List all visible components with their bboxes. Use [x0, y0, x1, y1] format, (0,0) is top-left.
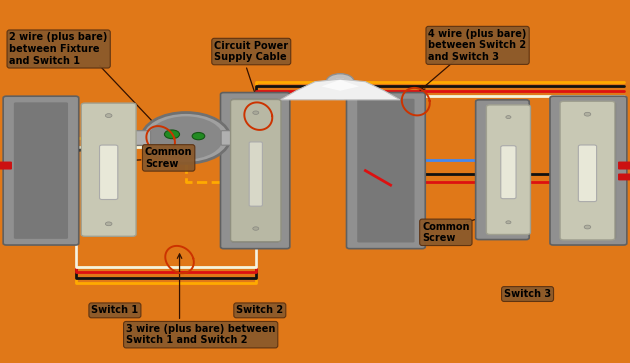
FancyBboxPatch shape [221, 131, 239, 145]
FancyBboxPatch shape [231, 99, 279, 242]
FancyBboxPatch shape [560, 101, 615, 240]
FancyBboxPatch shape [578, 145, 597, 201]
Text: Switch 3: Switch 3 [504, 289, 551, 299]
FancyBboxPatch shape [249, 142, 262, 206]
FancyBboxPatch shape [501, 146, 516, 199]
Circle shape [149, 116, 223, 160]
Text: Switch 2: Switch 2 [236, 305, 284, 315]
Polygon shape [280, 79, 400, 100]
Circle shape [164, 130, 180, 139]
Bar [336, 78, 344, 100]
Circle shape [105, 114, 112, 118]
FancyBboxPatch shape [476, 100, 529, 240]
Circle shape [584, 225, 591, 229]
Circle shape [192, 132, 205, 140]
Text: Circuit Power
Supply Cable: Circuit Power Supply Cable [214, 41, 289, 62]
Circle shape [253, 227, 259, 230]
Text: 4 wire (plus bare)
between Switch 2
and Switch 3: 4 wire (plus bare) between Switch 2 and … [428, 29, 527, 62]
FancyBboxPatch shape [0, 162, 12, 170]
FancyBboxPatch shape [81, 103, 136, 236]
Text: 3 wire (plus bare) between
Switch 1 and Switch 2: 3 wire (plus bare) between Switch 1 and … [126, 324, 275, 346]
FancyBboxPatch shape [133, 131, 151, 145]
FancyBboxPatch shape [618, 162, 630, 170]
Polygon shape [321, 80, 359, 91]
Text: Switch 1: Switch 1 [91, 305, 139, 315]
FancyBboxPatch shape [357, 99, 415, 242]
Circle shape [253, 111, 259, 114]
FancyBboxPatch shape [486, 106, 518, 233]
FancyBboxPatch shape [3, 96, 79, 245]
Circle shape [506, 221, 511, 224]
FancyBboxPatch shape [486, 105, 530, 234]
Circle shape [105, 222, 112, 226]
Circle shape [142, 113, 230, 163]
Circle shape [506, 116, 511, 119]
Text: Common
Screw: Common Screw [145, 147, 192, 169]
FancyBboxPatch shape [618, 174, 630, 180]
Text: Common
Screw: Common Screw [422, 221, 469, 243]
Text: 2 wire (plus bare)
between Fixture
and Switch 1: 2 wire (plus bare) between Fixture and S… [9, 32, 108, 66]
FancyBboxPatch shape [100, 145, 118, 200]
FancyBboxPatch shape [346, 93, 425, 249]
FancyBboxPatch shape [231, 99, 281, 242]
FancyBboxPatch shape [14, 102, 68, 239]
Circle shape [326, 74, 354, 90]
Circle shape [584, 112, 591, 116]
FancyBboxPatch shape [220, 93, 290, 249]
FancyBboxPatch shape [550, 96, 627, 245]
FancyBboxPatch shape [561, 102, 616, 239]
